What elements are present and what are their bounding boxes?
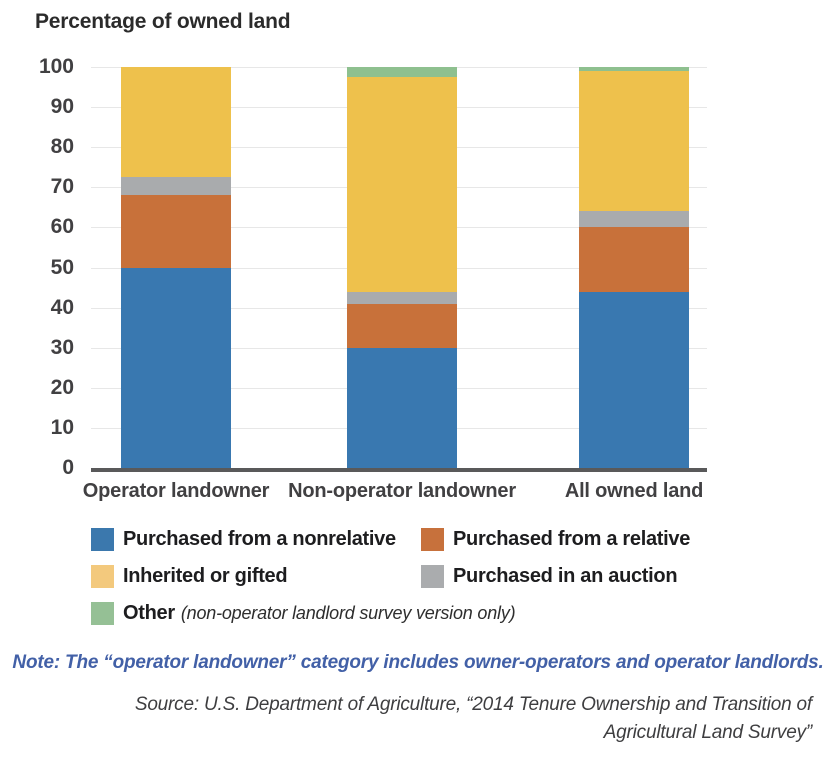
legend-label: Inherited or gifted bbox=[123, 565, 288, 587]
y-tick-label: 20 bbox=[50, 375, 74, 399]
y-tick-label: 50 bbox=[50, 255, 74, 279]
legend-swatch-green bbox=[91, 602, 114, 625]
y-tick-label: 30 bbox=[50, 335, 74, 359]
bar-segment bbox=[347, 67, 457, 78]
bar-segment bbox=[121, 177, 231, 196]
bar-segment bbox=[579, 211, 689, 228]
legend-item-inherited-gifted: Inherited or gifted bbox=[91, 565, 421, 588]
bar-segment bbox=[347, 291, 457, 304]
legend-label: Other bbox=[123, 602, 175, 624]
legend-item-purchased-relative: Purchased from a relative bbox=[421, 528, 690, 551]
legend-item-other: Other (non-operator landlord survey vers… bbox=[91, 602, 516, 625]
y-tick-label: 100 bbox=[38, 55, 74, 78]
y-tick-label: 10 bbox=[50, 415, 74, 439]
legend-swatch-gray bbox=[421, 565, 444, 588]
bar-segment bbox=[121, 267, 231, 468]
y-tick-label: 90 bbox=[50, 95, 74, 119]
bar-segment bbox=[347, 347, 457, 468]
legend-label: Purchased in an auction bbox=[453, 565, 678, 587]
bar-segment bbox=[579, 71, 689, 212]
legend-row: Other (non-operator landlord survey vers… bbox=[91, 602, 791, 625]
x-category-label: Operator landowner bbox=[82, 480, 270, 502]
legend-label: Purchased from a nonrelative bbox=[123, 528, 396, 550]
y-tick-label: 80 bbox=[50, 135, 74, 159]
legend-label-suffix: (non-operator landlord survey version on… bbox=[180, 603, 516, 623]
legend-row: Inherited or gifted Purchased in an auct… bbox=[91, 565, 791, 588]
bar-segment bbox=[579, 227, 689, 292]
note-text: Note: The “operator landowner” category … bbox=[12, 652, 824, 673]
x-axis-line bbox=[91, 468, 707, 472]
legend-item-purchased-auction: Purchased in an auction bbox=[421, 565, 678, 588]
y-tick-label: 70 bbox=[50, 175, 74, 199]
plot-area: 0 10 20 30 40 50 60 70 80 90 100 Operator landowner… bbox=[39, 55, 707, 502]
source-line-2: Agricultural Land Survey” bbox=[603, 722, 813, 743]
bar-segment bbox=[347, 303, 457, 348]
chart-title: Percentage of owned land bbox=[35, 10, 291, 33]
legend-row: Purchased from a nonrelative Purchased f… bbox=[91, 528, 791, 551]
bar-segment bbox=[579, 291, 689, 468]
x-category-label: All owned land bbox=[564, 480, 704, 502]
legend: Purchased from a nonrelative Purchased f… bbox=[91, 528, 791, 639]
legend-item-purchased-nonrelative: Purchased from a nonrelative bbox=[91, 528, 421, 551]
y-tick-label: 60 bbox=[50, 215, 74, 239]
y-tick-label: 40 bbox=[50, 295, 74, 319]
legend-swatch-blue bbox=[91, 528, 114, 551]
bar-segment bbox=[347, 77, 457, 292]
bar-segment bbox=[121, 195, 231, 268]
x-category-label: Non-operator landowner bbox=[288, 480, 516, 502]
y-tick-label: 0 bbox=[62, 456, 74, 479]
bar-segment bbox=[121, 67, 231, 178]
source-line-1: Source: U.S. Department of Agriculture, … bbox=[134, 694, 812, 715]
legend-label: Purchased from a relative bbox=[453, 528, 691, 550]
source-text: Source: U.S. Department of Agriculture, … bbox=[112, 691, 812, 747]
legend-swatch-orange bbox=[421, 528, 444, 551]
legend-swatch-yellow bbox=[91, 565, 114, 588]
bar-segment bbox=[579, 67, 689, 72]
